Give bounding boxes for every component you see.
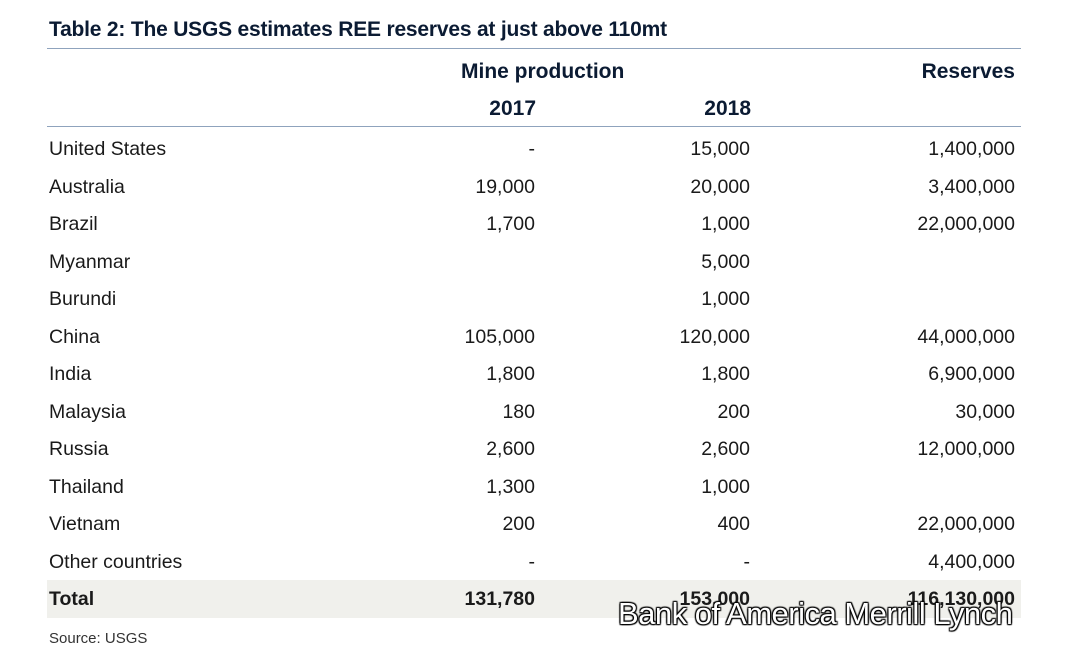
table-row: Vietnam 200 400 22,000,000 [47,505,1021,543]
cell-reserves: 12,000,000 [917,438,1015,460]
cell-country: China [49,325,100,348]
cell-2018: 20,000 [690,175,750,198]
header-year-2017: 2017 [489,97,536,120]
cell-country: Russia [49,438,109,460]
cell-2018: 400 [717,513,750,535]
cell-2017: 200 [502,513,535,535]
cell-2018: 1,000 [701,475,750,498]
cell-2018: 120,000 [679,325,751,348]
cell-country: India [49,363,92,385]
table-row: Russia 2,600 2,600 12,000,000 [47,430,1021,468]
table-title: Table 2: The USGS estimates REE reserves… [49,18,667,41]
cell-reserves: 4,400,000 [928,550,1015,573]
title-rule [47,48,1021,49]
cell-2018: 1,000 [701,288,750,310]
cell-2017: 1,300 [486,475,535,498]
cell-2018: - [743,550,751,573]
header-rule [47,126,1021,127]
cell-country: Burundi [49,288,117,310]
table-row: Malaysia 180 200 30,000 [47,393,1021,431]
cell-reserves: 30,000 [955,400,1015,423]
cell-country: Myanmar [49,250,131,273]
cell-reserves: 116,130,000 [907,588,1015,610]
table-body: United States - 15,000 1,400,000 Austral… [47,130,1021,618]
cell-reserves: 22,000,000 [917,513,1015,535]
cell-2018: 1,800 [701,363,750,385]
cell-reserves: 22,000,000 [917,213,1015,235]
cell-2017: 1,800 [486,363,535,385]
cell-2018: 1,000 [701,213,750,235]
source-note: Source: USGS [49,630,148,647]
table-row: Australia 19,000 20,000 3,400,000 [47,168,1021,206]
cell-2017: 1,700 [486,213,535,235]
cell-reserves: 6,900,000 [928,363,1015,385]
cell-2018: 5,000 [701,250,750,273]
header-year-2018: 2018 [704,97,751,120]
cell-2017: 131,780 [464,588,536,610]
cell-2018: 200 [717,400,750,423]
table-row: Other countries - - 4,400,000 [47,543,1021,581]
table-row: Brazil 1,700 1,000 22,000,000 [47,205,1021,243]
table-row: Burundi 1,000 [47,280,1021,318]
cell-2018: 153,000 [679,588,751,610]
cell-reserves: 44,000,000 [917,325,1015,348]
cell-country: Brazil [49,213,98,235]
table-row: Myanmar 5,000 [47,243,1021,281]
cell-country: Other countries [49,550,183,573]
cell-country: Vietnam [49,513,121,535]
cell-reserves: 1,400,000 [928,138,1015,160]
cell-2017: 19,000 [475,175,535,198]
cell-reserves: 3,400,000 [928,175,1015,198]
table-row: United States - 15,000 1,400,000 [47,130,1021,168]
cell-country: Thailand [49,475,124,498]
cell-country: United States [49,138,167,160]
cell-2017: - [528,550,536,573]
table-row: Thailand 1,300 1,000 [47,468,1021,506]
cell-2018: 15,000 [690,138,750,160]
total-row: Total 131,780 153,000 116,130,000 [47,580,1021,618]
cell-country: Total [49,588,95,610]
cell-2017: - [528,138,536,160]
table-row: China 105,000 120,000 44,000,000 [47,318,1021,356]
watermark: Bank of America Merrill Lynch [618,596,1013,631]
cell-2017: 2,600 [486,438,535,460]
cell-2017: 180 [502,400,535,423]
cell-country: Australia [49,175,125,198]
cell-2018: 2,600 [701,438,750,460]
header-reserves: Reserves [921,60,1015,83]
cell-country: Malaysia [49,400,126,423]
cell-2017: 105,000 [464,325,536,348]
header-mine-production: Mine production [461,60,625,83]
table-row: India 1,800 1,800 6,900,000 [47,355,1021,393]
